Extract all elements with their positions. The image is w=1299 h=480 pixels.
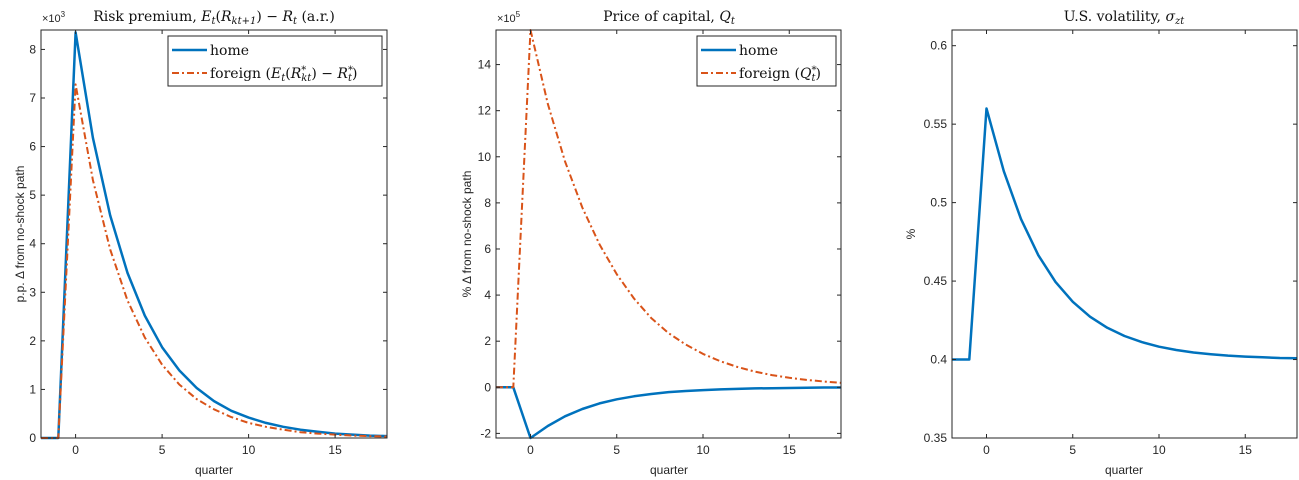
y-tick-label: 3: [29, 285, 36, 299]
y-tick-label: 7: [29, 91, 36, 105]
panel-price-of-capital: 0 5 10 15 -2 0 2 4 6 8 10 12 14 Price of capital, Qt…: [460, 9, 842, 477]
series-line-home: [952, 107, 1298, 361]
x-tick-label: 0: [983, 443, 990, 457]
y-tick-label: 0.55: [924, 117, 948, 131]
y-tick-label: 0.35: [924, 431, 948, 445]
legend-label-home: home: [210, 43, 249, 59]
y-tick-label: 8: [29, 42, 36, 56]
y-tick-label: 6: [29, 140, 36, 154]
y-tick-label: 0: [29, 431, 36, 445]
y-tick-label: 0.5: [930, 196, 947, 210]
x-tick-label: 15: [783, 443, 797, 457]
axis-ticks: 0 5 10 15 -2 0 2 4 6 8 10 12 14: [478, 30, 841, 457]
x-tick-label: 10: [242, 443, 256, 457]
x-tick-label: 5: [159, 443, 166, 457]
y-axis-label: %: [904, 228, 918, 239]
y-tick-label: 2: [29, 334, 36, 348]
y-tick-label: 4: [29, 237, 36, 251]
axes-frame: [40, 29, 388, 439]
y-tick-label: 2: [484, 334, 491, 348]
series-line-foreign: [41, 83, 388, 439]
axes-frame: [495, 29, 842, 439]
panel-title: Risk premium, Et(Rkt+1) − Rt (a.r.): [93, 9, 335, 27]
y-tick-label: 5: [29, 188, 36, 202]
y-axis-label: p.p. Δ from no-shock path: [13, 166, 27, 303]
y-exponent-label: ×103: [42, 10, 66, 25]
y-tick-label: 10: [478, 150, 492, 164]
legend: home foreign (Q* t): [696, 35, 837, 87]
y-exponent-label: ×105: [497, 10, 521, 25]
y-axis-label: % Δ from no-shock path: [460, 171, 474, 298]
panel-us-volatility: 0 5 10 15 0.35 0.4 0.45 0.5 0.55 0.6 U.S. volatil…: [904, 9, 1298, 477]
x-tick-label: 10: [696, 443, 710, 457]
x-tick-label: 0: [72, 443, 79, 457]
legend: home foreign (Et(R* kt) − R* t): [167, 35, 383, 87]
y-tick-label: 6: [484, 242, 491, 256]
x-tick-label: 5: [1069, 443, 1076, 457]
legend-label-home: home: [739, 43, 778, 59]
x-tick-label: 0: [527, 443, 534, 457]
y-tick-label: 1: [29, 382, 36, 396]
axes-frame: [951, 29, 1298, 439]
x-tick-label: 10: [1152, 443, 1166, 457]
y-tick-label: 0: [484, 380, 491, 394]
y-tick-label: 8: [484, 196, 491, 210]
legend-box: [696, 35, 837, 87]
panel-risk-premium: 0 5 10 15 0 1 2 3 4 5 6 7 8 Risk premium, Et(Rkt+1) …: [13, 9, 388, 477]
y-tick-label: 12: [478, 104, 492, 118]
x-axis-label: quarter: [650, 463, 688, 477]
y-tick-label: 0.4: [930, 353, 947, 367]
axis-ticks: 0 5 10 15 0 1 2 3 4 5 6 7 8: [29, 30, 387, 457]
y-tick-label: 4: [484, 288, 491, 302]
series-line-home: [41, 31, 388, 440]
y-tick-label: -2: [480, 426, 491, 440]
plot-area: [496, 29, 842, 440]
y-tick-label: 0.45: [924, 274, 948, 288]
x-tick-label: 15: [328, 443, 342, 457]
panel-title: U.S. volatility, σzt: [1064, 9, 1186, 27]
panel-title: Price of capital, Qt: [603, 9, 736, 27]
x-axis-label: quarter: [195, 463, 233, 477]
x-tick-label: 15: [1239, 443, 1253, 457]
x-tick-label: 5: [613, 443, 620, 457]
legend-label-foreign: foreign (Q* t): [739, 65, 821, 84]
plot-area: [952, 107, 1298, 361]
legend-label-foreign: foreign (Et(R* kt) − R* t): [210, 65, 357, 84]
y-tick-label: 14: [478, 58, 492, 72]
series-line-home: [496, 386, 841, 440]
y-tick-label: 0.6: [930, 39, 947, 53]
axis-ticks: 0 5 10 15 0.35 0.4 0.45 0.5 0.55 0.6: [924, 30, 1297, 457]
legend-box: [167, 35, 383, 87]
series-line-foreign: [496, 29, 842, 389]
plot-area: [41, 31, 388, 440]
x-axis-label: quarter: [1105, 463, 1143, 477]
